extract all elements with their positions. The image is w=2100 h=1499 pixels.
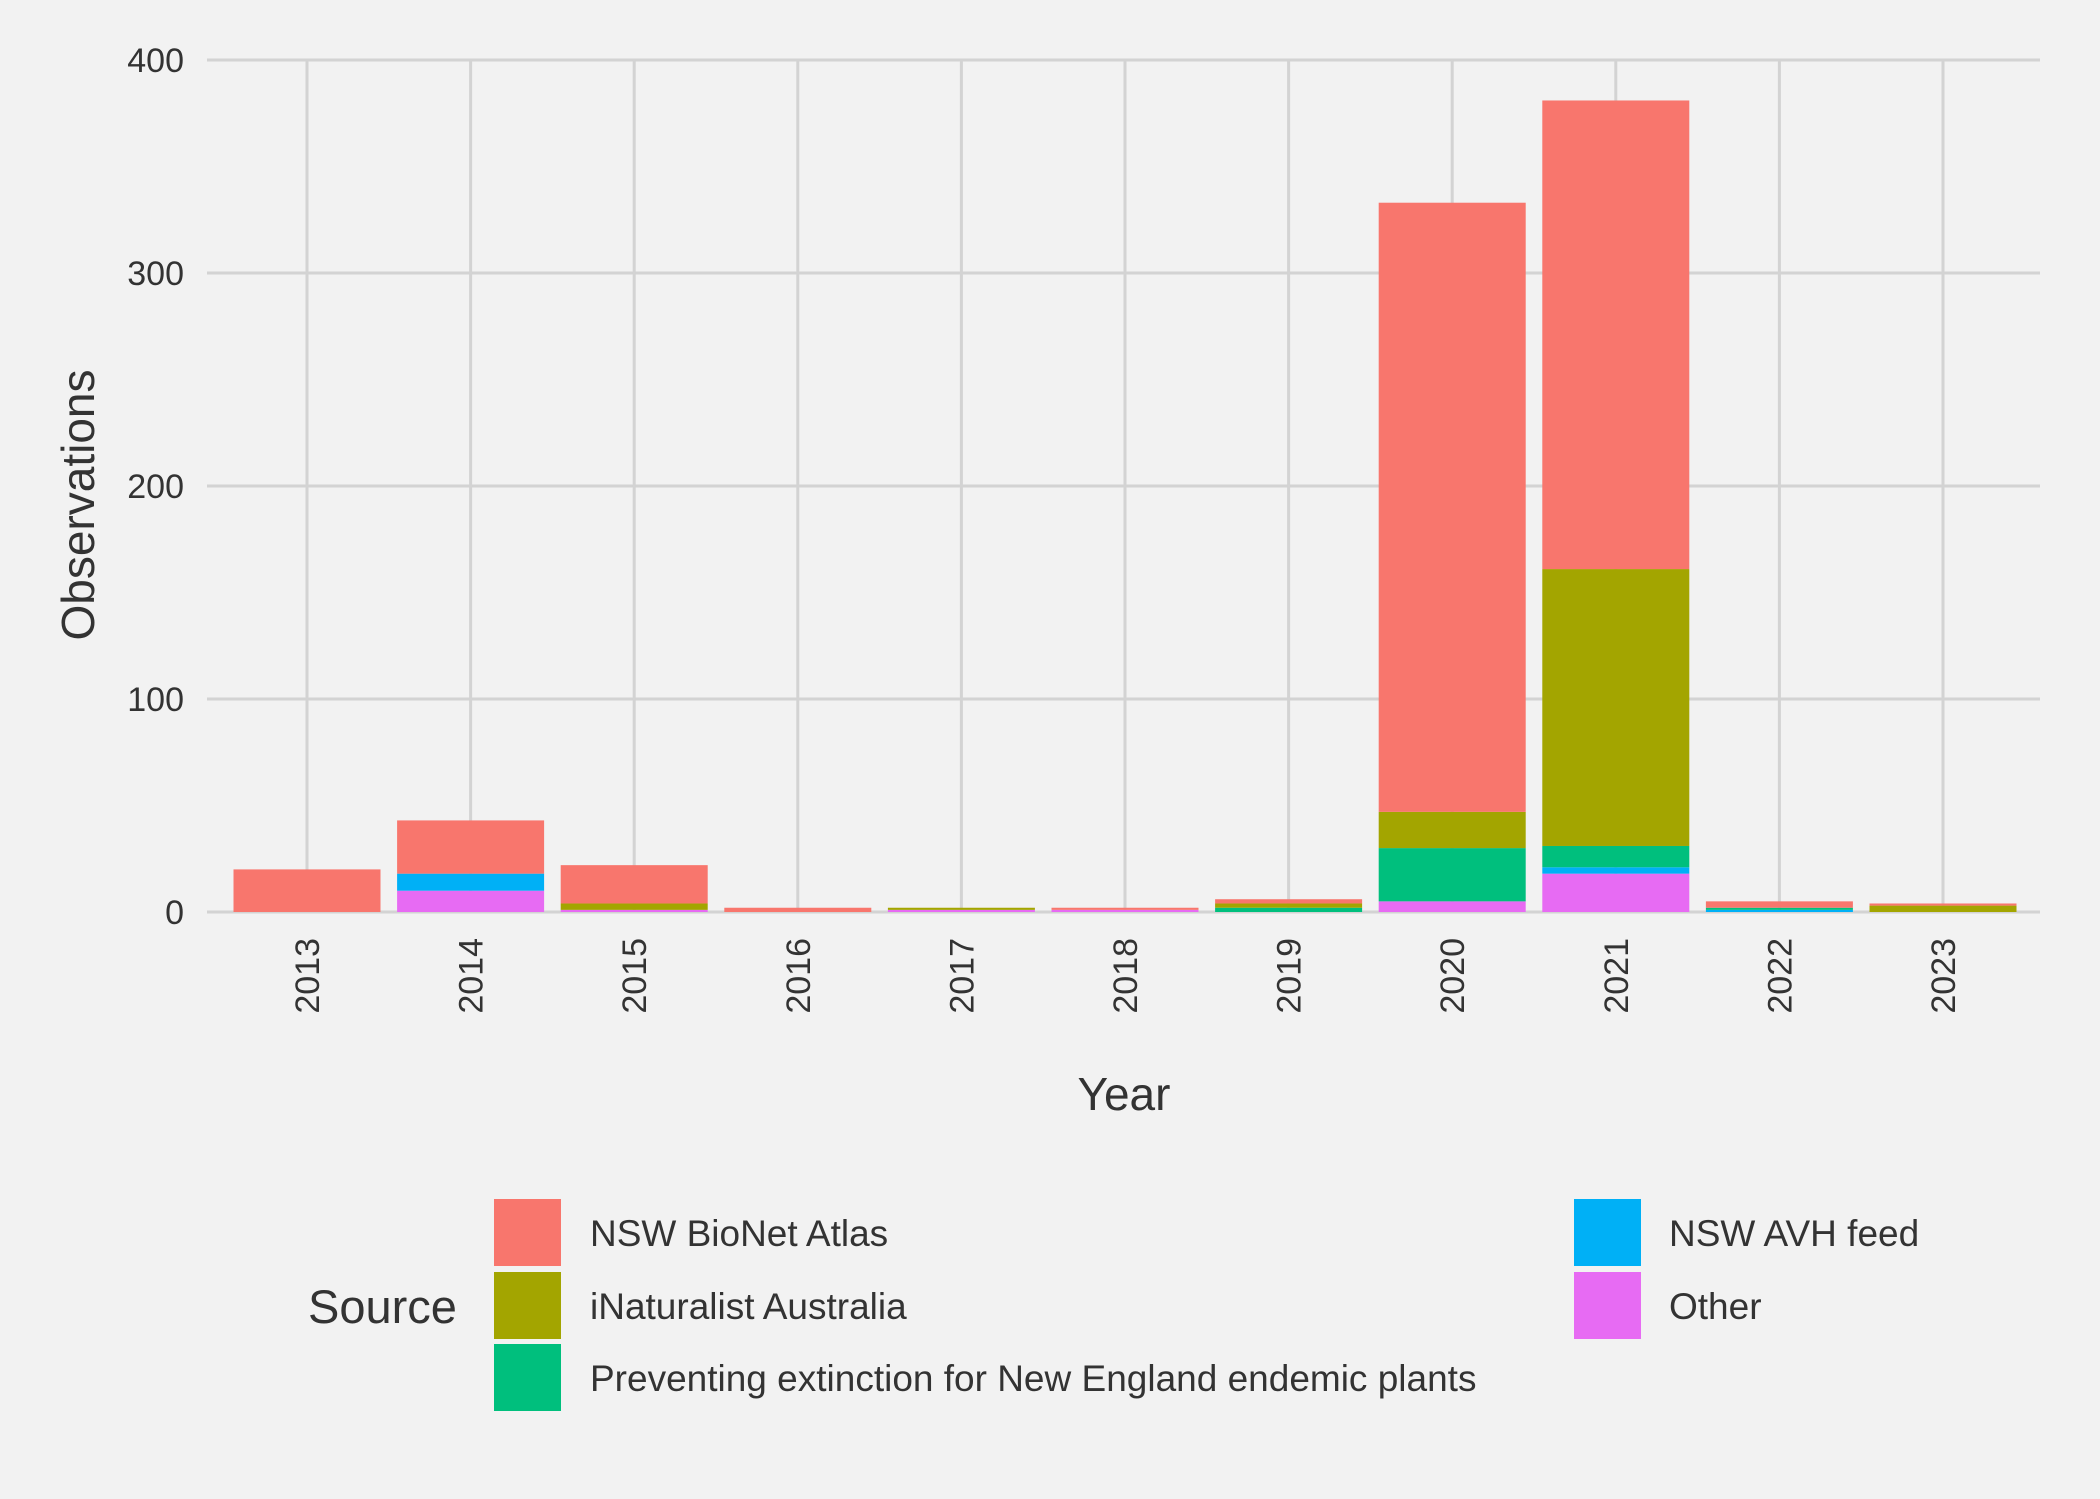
y-tick-label: 300	[127, 255, 184, 293]
bar-segment	[397, 873, 545, 891]
legend-key	[494, 1199, 561, 1266]
bar-segment	[560, 865, 708, 904]
legend-label: iNaturalist Australia	[590, 1286, 907, 1327]
x-tick-label: 2022	[1761, 938, 1799, 1014]
bar-segment	[1705, 907, 1853, 910]
bar-segment	[397, 890, 545, 912]
bar-segment	[1378, 848, 1526, 902]
bar-segment	[724, 907, 872, 912]
bar-segment	[1705, 901, 1853, 908]
x-tick-label: 2018	[1107, 938, 1145, 1014]
x-tick-label: 2019	[1271, 938, 1309, 1014]
bar-segment	[1869, 903, 2017, 906]
bar-segment	[560, 909, 708, 912]
y-axis-title: Observations	[52, 369, 104, 640]
bar-segment	[1542, 867, 1690, 874]
bar-segment	[1542, 873, 1690, 912]
y-axis-ticks: 0 100 200 300 400	[127, 42, 184, 932]
legend-label: Other	[1669, 1286, 1762, 1327]
x-tick-label: 2016	[780, 938, 818, 1014]
x-axis-title: Year	[1078, 1068, 1171, 1120]
legend-label: NSW AVH feed	[1669, 1213, 1919, 1254]
legend-key	[1574, 1199, 1641, 1266]
legend-title: Source	[308, 1280, 457, 1333]
bar-segment	[1215, 899, 1363, 904]
x-tick-label: 2020	[1434, 938, 1472, 1014]
legend-key	[494, 1344, 561, 1411]
bar-segment	[1378, 202, 1526, 812]
bar-segment	[1051, 909, 1199, 912]
bar-segment	[1542, 569, 1690, 846]
bar-segment	[1542, 100, 1690, 570]
x-tick-label: 2017	[943, 938, 981, 1014]
x-tick-label: 2015	[616, 938, 654, 1014]
bar-segment	[1051, 907, 1199, 910]
bar-segment	[887, 909, 1035, 912]
bar-segment	[1542, 845, 1690, 868]
bar-segment	[560, 903, 708, 910]
legend-label: NSW BioNet Atlas	[590, 1213, 888, 1254]
bar-segment	[1378, 901, 1526, 912]
bar-segment	[887, 907, 1035, 910]
y-tick-label: 0	[165, 894, 184, 932]
bar-segment	[1378, 811, 1526, 849]
x-tick-label: 2013	[289, 938, 327, 1014]
x-tick-label: 2014	[453, 938, 491, 1014]
x-tick-label: 2021	[1598, 938, 1636, 1014]
bar-segment	[1869, 905, 2017, 912]
legend: Source NSW BioNet Atlas iNaturalist Austr…	[308, 1199, 1919, 1411]
gridlines	[207, 58, 2040, 914]
bar-segment	[1215, 907, 1363, 912]
x-tick-label: 2023	[1925, 938, 1963, 1014]
bar-segment	[233, 869, 381, 912]
legend-key	[494, 1272, 561, 1339]
bar-segment	[1215, 903, 1363, 908]
y-tick-label: 200	[127, 468, 184, 506]
y-tick-label: 400	[127, 42, 184, 80]
legend-label: Preventing extinction for New England en…	[590, 1358, 1476, 1399]
bar-segment	[1705, 909, 1853, 912]
bar-segment	[397, 820, 545, 874]
legend-key	[1574, 1272, 1641, 1339]
bars	[233, 100, 2017, 912]
y-tick-label: 100	[127, 681, 184, 719]
x-axis-ticks: 2013 2014 2015 2016 2017 2018 2019 2020 2021 2022…	[289, 938, 1963, 1014]
